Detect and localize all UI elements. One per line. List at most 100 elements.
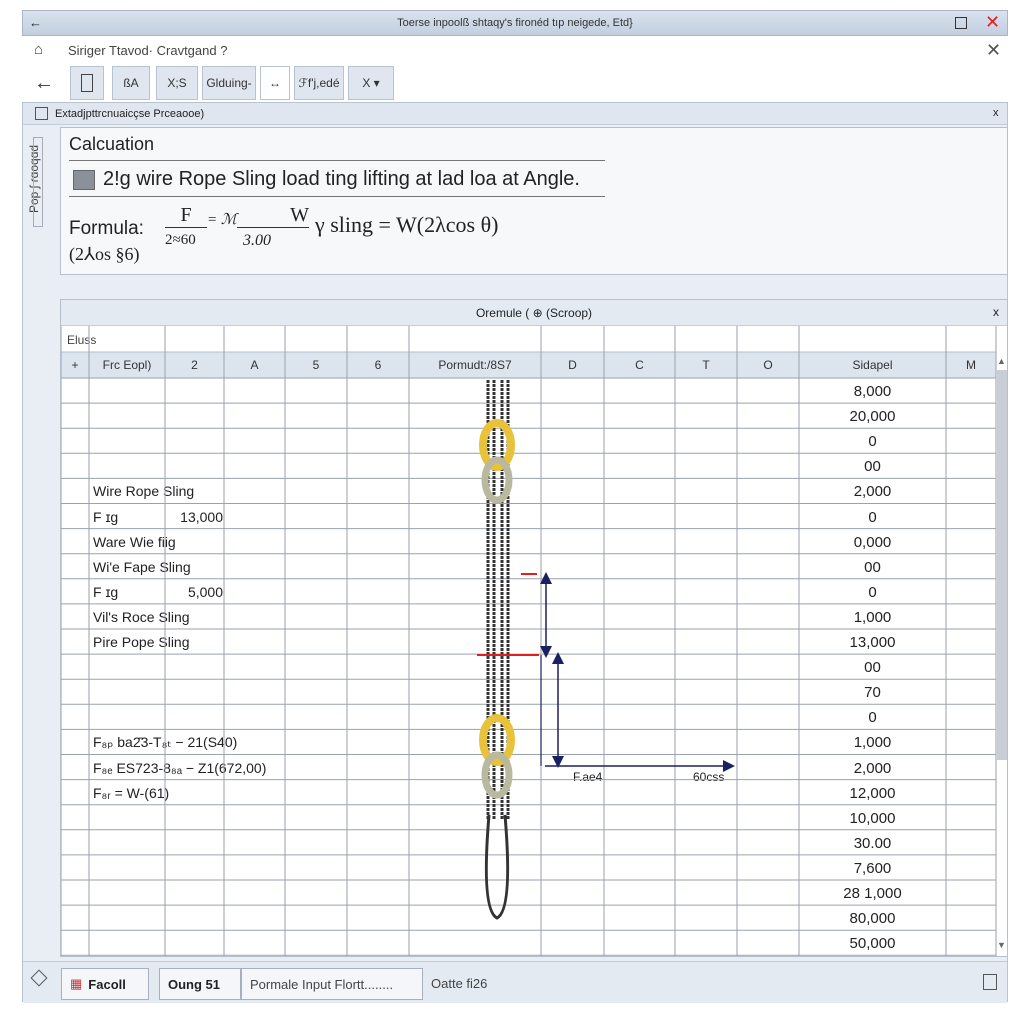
value-cell[interactable]: 5,000 [187, 583, 223, 600]
scroll-down-icon[interactable]: ▼ [997, 940, 1006, 950]
sidapel-cell[interactable]: 00 [864, 659, 881, 677]
status-bar: ▦ Facoll Oung 51 Pormale Input Flortt....… [23, 961, 1007, 1003]
side-tab[interactable] [33, 137, 43, 227]
value-cell[interactable]: 13,000 [180, 508, 223, 525]
column-header[interactable]: D [568, 358, 577, 372]
sidapel-cell[interactable]: 0 [868, 583, 877, 601]
panel-icon [35, 107, 48, 120]
column-header[interactable]: Sidapel [852, 358, 893, 372]
sling-diagram [477, 380, 735, 920]
label-cell[interactable]: Wire Rope Sling [93, 483, 195, 500]
panel-close-button[interactable]: x [993, 107, 999, 119]
grid-title-bar: Oremule ( ⊕ (Scroop) x [61, 300, 1007, 326]
column-header[interactable]: Frc Eopl) [102, 358, 152, 372]
sidapel-cell[interactable]: 1,000 [853, 608, 892, 626]
sidapel-cell[interactable]: 0 [868, 508, 877, 526]
formula-label: Formula: [69, 218, 144, 239]
oung-button[interactable]: Oung 51 [159, 968, 241, 1000]
toolbar-dropdown-2[interactable]: X ▾ [348, 66, 394, 100]
formula-w-denominator: 3.00 [243, 232, 271, 249]
close-icon[interactable]: ✕ [986, 40, 1002, 60]
title-bar: ← Toerse inpoolß shtaqy's fironéd tıp ne… [22, 10, 1008, 36]
toolbar-button-4[interactable]: ℱf'j,edé [294, 66, 344, 100]
label-cell[interactable]: F ɪg [93, 508, 119, 525]
sidapel-cell[interactable]: 80,000 [849, 910, 896, 928]
label-cell[interactable]: F₈ᵣ = W-(61) [93, 784, 170, 801]
column-header[interactable]: 2 [191, 358, 198, 372]
formula-f-numerator: F [165, 204, 207, 228]
sidapel-cell[interactable]: 00 [864, 558, 881, 576]
toolbar-page-button[interactable] [70, 66, 104, 100]
calendar-icon: ▦ [70, 976, 83, 991]
sidapel-cell[interactable]: 1,000 [853, 734, 892, 752]
shackle [479, 714, 515, 766]
sidapel-cell[interactable]: 2,000 [853, 483, 892, 501]
column-header[interactable]: O [763, 358, 773, 372]
window-title: Toerse inpoolß shtaqy's fironéd tıp neig… [397, 17, 633, 29]
calculation-box: Calcuation 2!g wire Rope Sling load ting… [60, 127, 1008, 275]
column-header[interactable]: C [635, 358, 644, 372]
sidapel-cell[interactable]: 0 [868, 433, 877, 451]
toolbar-button-2[interactable]: X;S [156, 66, 198, 100]
grid-close-button[interactable]: x [993, 305, 999, 319]
back-arrow-icon[interactable]: ← [29, 15, 42, 30]
toolbar: ← ßA X;S Glduing- ↔ ℱf'j,edé X ▾ [22, 64, 1008, 102]
main-panel: Extadjpttrcnuaicçse Prceaooe) x Pop ʃ ɾɑ… [22, 102, 1008, 1003]
sidapel-cell[interactable]: 13,000 [849, 634, 896, 651]
sidapel-cell[interactable]: 2,000 [853, 759, 892, 777]
close-button[interactable]: ✕ [985, 12, 1001, 32]
vertical-scrollbar[interactable] [997, 370, 1007, 760]
label-cell[interactable]: F₈ₑ ES723-8₈ₐ − Z1(672,00) [93, 759, 267, 776]
sidapel-cell[interactable]: 70 [864, 684, 881, 702]
facoll-button[interactable]: ▦ Facoll [61, 968, 149, 1000]
sidapel-cell[interactable]: 7,600 [853, 859, 892, 877]
column-header[interactable]: M [966, 358, 976, 372]
scroll-up-icon[interactable]: ▲ [997, 356, 1006, 366]
rope-loop [484, 814, 510, 920]
formula-input[interactable]: Pormale Input Flortt........ [241, 968, 423, 1000]
calc-subtitle: 2!g wire Rope Sling load ting lifting at… [103, 168, 580, 190]
sidapel-cell[interactable]: 20,000 [849, 408, 896, 426]
thimble [481, 456, 513, 504]
toolbar-button-3[interactable]: ↔ [260, 66, 290, 100]
diamond-icon[interactable] [30, 969, 48, 987]
home-icon[interactable]: ⌂ [34, 41, 44, 58]
column-header[interactable]: Pormudt:/8S7 [438, 358, 512, 372]
label-cell[interactable]: Wi'e Fape Sling [93, 558, 191, 575]
column-header[interactable]: T [702, 358, 710, 372]
page-icon [81, 74, 93, 92]
diagram-label: F.ae4 [573, 770, 603, 784]
panel-title: Extadjpttrcnuaicçse Prceaooe) [55, 108, 205, 120]
status-text: Oatte fi26 [431, 976, 488, 991]
breadcrumb: Siriger Ttavod· Cravtgand ? [68, 43, 228, 58]
formula-sling: γ sling = W(2λcos θ) [315, 212, 499, 237]
label-cell[interactable]: Ware Wie fiig [93, 533, 176, 550]
page-icon[interactable] [983, 974, 997, 990]
column-header[interactable]: 5 [312, 358, 320, 372]
sidapel-cell[interactable]: 28 1,000 [843, 885, 902, 902]
shackle [479, 419, 515, 471]
sidapel-cell[interactable]: 50,000 [849, 935, 896, 953]
maximize-button[interactable] [955, 17, 967, 29]
sidapel-cell[interactable]: 10,000 [849, 809, 896, 827]
label-cell[interactable]: F ɪg [93, 583, 119, 600]
toolbar-button-1[interactable]: ßA [112, 66, 150, 100]
formula-grid-panel: Oremule ( ⊕ (Scroop) x Eluss + Frc Eopl) 2… [60, 299, 1008, 957]
back-arrow-icon[interactable]: ← [34, 72, 54, 94]
column-header[interactable]: + [71, 358, 79, 372]
sidapel-cell[interactable]: 0 [868, 709, 877, 727]
column-header[interactable]: 6 [374, 358, 382, 372]
sidapel-cell[interactable]: 00 [864, 458, 881, 476]
grid-lines [61, 326, 997, 956]
sidapel-cell[interactable]: 8,000 [853, 383, 892, 400]
formula-f-denominator: 2≈60 [165, 232, 196, 248]
sidapel-cell[interactable]: 0,000 [853, 533, 892, 551]
formula-equals: = ℳ [207, 212, 237, 228]
formula-w-numerator: W [237, 204, 309, 228]
panel-header: Extadjpttrcnuaicçse Prceaooe) x [23, 103, 1007, 125]
toolbar-dropdown-1[interactable]: Glduing- [202, 66, 256, 100]
sidapel-cell[interactable]: 30.00 [853, 834, 892, 852]
grid-title: Oremule ( ⊕ (Scroop) [475, 306, 593, 320]
column-header[interactable]: A [250, 358, 259, 372]
sidapel-cell[interactable]: 12,000 [849, 784, 896, 802]
